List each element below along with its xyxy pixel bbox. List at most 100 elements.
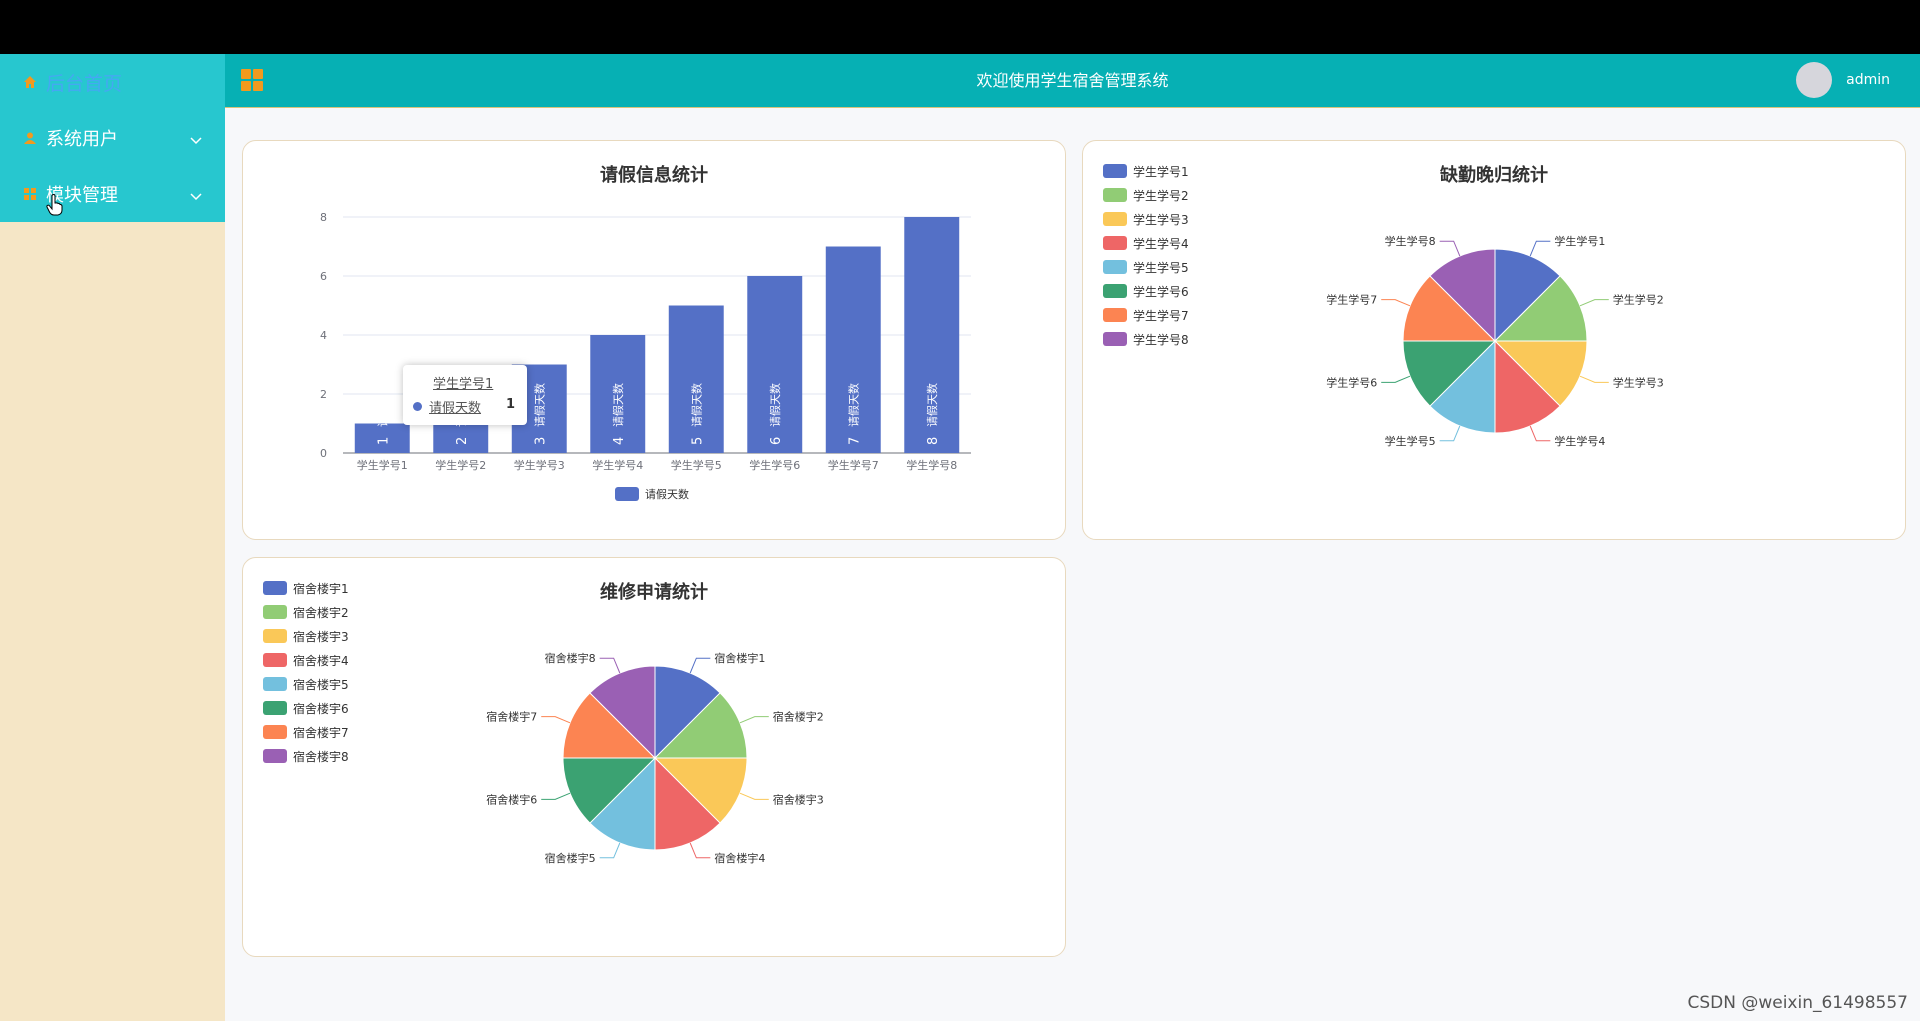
sidebar-item-label: 系统用户 [46, 129, 118, 150]
legend-swatch [263, 629, 287, 643]
app-title: 欢迎使用学生宿舍管理系统 [976, 71, 1169, 90]
legend-label: 学生学号4 [1133, 236, 1189, 251]
legend-label: 学生学号7 [1133, 308, 1189, 323]
legend-item[interactable]: 宿舍楼宇7 [263, 720, 349, 744]
user-icon [22, 130, 38, 146]
bar-series-label: 请假天数 [846, 383, 860, 427]
bar [354, 423, 410, 453]
bar-value-label: 7 [847, 437, 862, 445]
legend-label: 学生学号6 [1133, 284, 1189, 299]
sidebar-item-label: 后台首页 [46, 72, 123, 95]
legend-item[interactable]: 学生学号1 [1103, 159, 1189, 183]
pie-label-line [1529, 425, 1551, 442]
pie-label: 学生学号1 [1554, 234, 1605, 248]
pie-label-line [1579, 299, 1609, 307]
legend-swatch [1103, 212, 1127, 226]
pie-label: 宿舍楼宇4 [714, 851, 765, 865]
chart-title: 维修申请统计 [600, 582, 708, 603]
pie-label: 宿舍楼宇1 [714, 651, 765, 665]
legend-swatch [1103, 188, 1127, 202]
watermark: CSDN @weixin_61498557 [1687, 993, 1908, 1013]
y-tick-label: 8 [320, 211, 327, 224]
legend-label: 宿舍楼宇1 [293, 581, 349, 596]
bar-series-label: 请假天数 [768, 383, 782, 427]
legend-item[interactable]: 宿舍楼宇4 [263, 648, 349, 672]
legend-label: 学生学号5 [1133, 260, 1189, 275]
legend-item[interactable]: 宿舍楼宇8 [263, 744, 349, 768]
y-tick-label: 2 [320, 388, 327, 401]
legend-item[interactable]: 宿舍楼宇1 [263, 576, 349, 600]
legend-item[interactable]: 宿舍楼宇3 [263, 624, 349, 648]
bar-series-label: 请假天数 [611, 383, 625, 427]
bar [904, 217, 960, 453]
bar [668, 305, 724, 453]
legend-swatch [1103, 164, 1127, 178]
legend-item[interactable]: 宿舍楼宇2 [263, 600, 349, 624]
legend-label: 宿舍楼宇2 [293, 605, 349, 620]
pie-label: 学生学号8 [1385, 234, 1436, 248]
leave-bar-chart: 024681请假天数学生学号12请假天数学生学号23请假天数学生学号34请假天数… [320, 211, 971, 501]
bar-value-label: 8 [926, 437, 941, 445]
pie-label-line [599, 842, 621, 859]
legend-swatch [1103, 260, 1127, 274]
pie-label-line [541, 792, 571, 800]
pie-label-line [689, 842, 711, 859]
legend-item[interactable]: 学生学号5 [1103, 255, 1189, 279]
legend-label: 宿舍楼宇4 [293, 653, 349, 668]
tooltip-category: 学生学号1 [433, 377, 494, 392]
legend-swatch [263, 725, 287, 739]
legend-swatch [263, 749, 287, 763]
legend-swatch [1103, 308, 1127, 322]
pie-label: 宿舍楼宇5 [545, 851, 596, 865]
legend-label: 宿舍楼宇8 [293, 749, 349, 764]
sidebar-item-module-management[interactable]: 模块管理 [0, 166, 225, 222]
pie-label: 学生学号3 [1613, 375, 1664, 389]
legend-swatch [263, 605, 287, 619]
legend-item[interactable]: 学生学号8 [1103, 327, 1189, 351]
bar-value-label: 6 [769, 437, 784, 445]
sidebar-item-label: 模块管理 [46, 185, 118, 206]
chart-legend: 宿舍楼宇1 宿舍楼宇2 宿舍楼宇3 宿舍楼宇4 宿舍楼宇5 宿舍楼宇6 宿舍楼宇7 宿舍楼宇8 [263, 576, 349, 768]
x-tick-label: 学生学号5 [671, 458, 722, 472]
pie-label-line [1439, 240, 1461, 257]
legend-label: 请假天数 [645, 487, 689, 501]
legend-label: 宿舍楼宇5 [293, 677, 349, 692]
legend-swatch [1103, 284, 1127, 298]
username[interactable]: admin [1846, 72, 1890, 88]
absence-pie-chart: 学生学号1 学生学号2 学生学号3 学生学号4 学生学号5 学生学号6 学生学号7 学生学号8 [1326, 234, 1664, 448]
y-tick-label: 0 [320, 447, 327, 460]
legend-item[interactable]: 宿舍楼宇6 [263, 696, 349, 720]
legend-label: 学生学号3 [1133, 212, 1189, 227]
pie-label: 宿舍楼宇6 [486, 792, 537, 806]
pie-label-line [541, 716, 571, 724]
repair-stats-panel: 维修申请统计 宿舍楼宇1 宿舍楼宇2 宿舍楼宇3 宿舍楼宇4 宿舍楼宇5 宿舍楼宇6 宿舍楼… [242, 557, 1066, 957]
legend-item[interactable]: 学生学号2 [1103, 183, 1189, 207]
hand-cursor-icon [46, 193, 64, 220]
legend-item[interactable]: 宿舍楼宇5 [263, 672, 349, 696]
legend-item[interactable]: 学生学号3 [1103, 207, 1189, 231]
sidebar-menu: 后台首页 系统用户 模块管理 [0, 54, 225, 222]
chart-title: 请假信息统计 [600, 165, 708, 186]
bar-value-label: 3 [533, 437, 548, 445]
pie-label-line [739, 792, 769, 800]
legend-item[interactable]: 学生学号7 [1103, 303, 1189, 327]
avatar[interactable] [1796, 62, 1832, 98]
x-tick-label: 学生学号4 [592, 458, 643, 472]
bar-series-label: 请假天数 [375, 383, 389, 427]
pie-label: 学生学号7 [1326, 293, 1377, 307]
legend-label: 宿舍楼宇6 [293, 701, 349, 716]
pie-label-line [1579, 375, 1609, 383]
menu-toggle-icon[interactable] [240, 68, 264, 92]
y-tick-label: 4 [320, 329, 327, 342]
grid-icon [22, 186, 38, 202]
legend-item[interactable]: 学生学号4 [1103, 231, 1189, 255]
pie-label-line [1439, 425, 1461, 442]
chevron-down-icon [189, 186, 203, 207]
pie-label-line [1381, 299, 1411, 307]
legend-item[interactable]: 学生学号6 [1103, 279, 1189, 303]
bar [825, 246, 881, 453]
bar-value-label: 1 [376, 437, 391, 445]
pie-label-line [599, 657, 621, 674]
sidebar-item-home[interactable]: 后台首页 [0, 54, 225, 110]
sidebar-item-system-users[interactable]: 系统用户 [0, 110, 225, 166]
